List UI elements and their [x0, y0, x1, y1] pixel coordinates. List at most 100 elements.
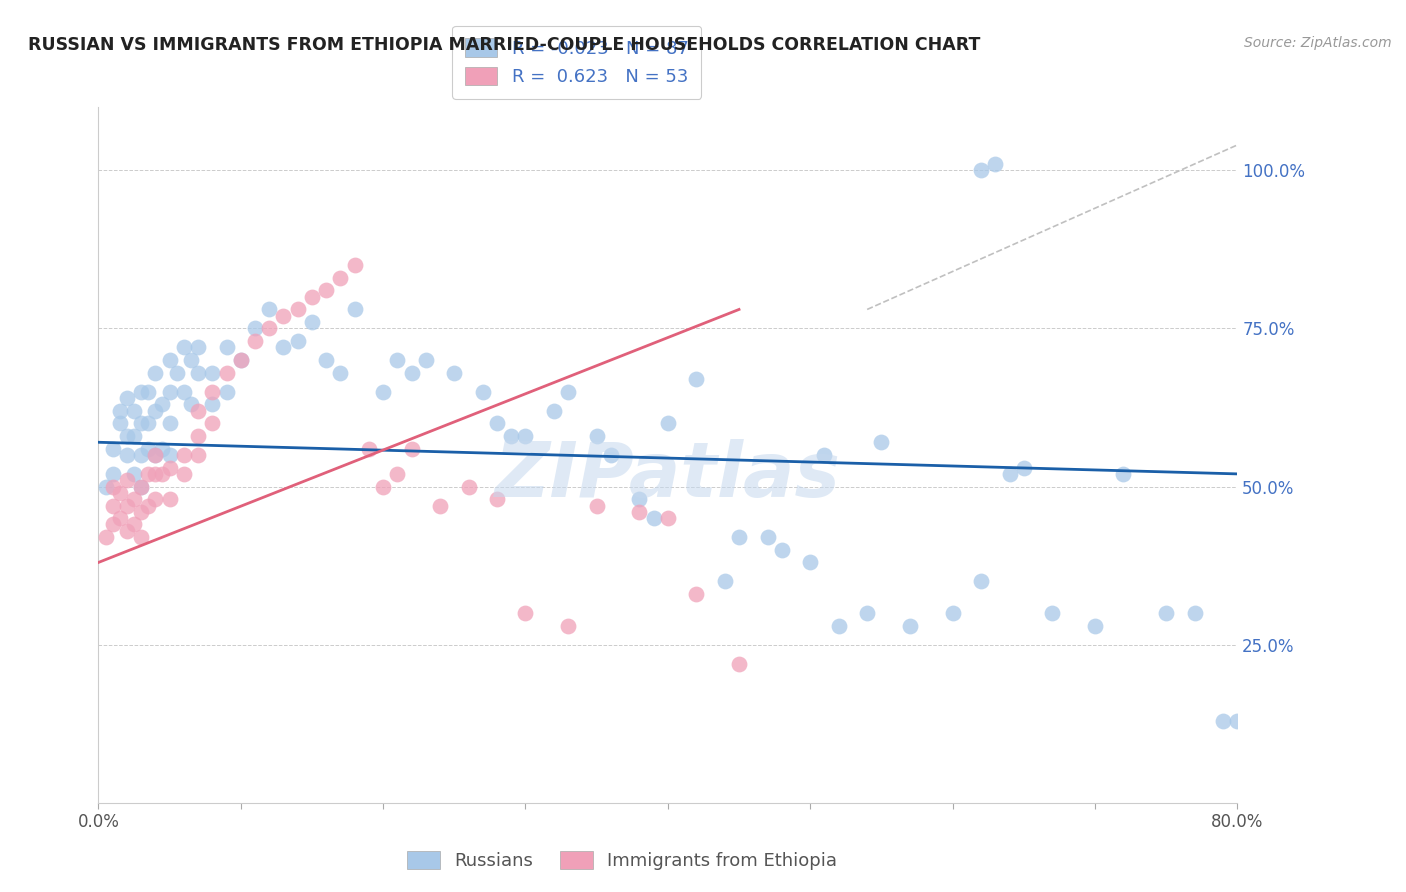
- Point: [970, 574, 993, 589]
- Point: [343, 258, 366, 272]
- Point: [180, 397, 202, 411]
- Point: [229, 353, 252, 368]
- Point: [108, 486, 131, 500]
- Point: [1212, 714, 1234, 728]
- Point: [984, 157, 1007, 171]
- Point: [94, 479, 117, 493]
- Point: [94, 530, 117, 544]
- Point: [129, 530, 152, 544]
- Point: [145, 448, 167, 462]
- Point: [557, 384, 579, 399]
- Point: [273, 309, 295, 323]
- Point: [152, 442, 174, 456]
- Point: [159, 384, 181, 399]
- Point: [229, 353, 252, 368]
- Point: [115, 524, 138, 538]
- Point: [122, 492, 145, 507]
- Point: [315, 284, 337, 298]
- Point: [329, 270, 352, 285]
- Point: [585, 499, 607, 513]
- Point: [187, 340, 209, 354]
- Point: [1184, 606, 1206, 620]
- Point: [799, 556, 821, 570]
- Point: [136, 417, 159, 431]
- Point: [301, 290, 323, 304]
- Point: [898, 618, 921, 632]
- Point: [471, 384, 494, 399]
- Point: [136, 384, 159, 399]
- Point: [870, 435, 893, 450]
- Point: [108, 403, 131, 417]
- Point: [600, 448, 623, 462]
- Point: [1040, 606, 1063, 620]
- Point: [215, 384, 238, 399]
- Point: [813, 448, 835, 462]
- Point: [301, 315, 323, 329]
- Point: [215, 366, 238, 380]
- Point: [115, 391, 138, 405]
- Point: [101, 499, 124, 513]
- Point: [201, 384, 224, 399]
- Point: [101, 517, 124, 532]
- Point: [329, 366, 352, 380]
- Point: [101, 442, 124, 456]
- Point: [387, 467, 409, 481]
- Point: [115, 499, 138, 513]
- Point: [401, 442, 423, 456]
- Legend: Russians, Immigrants from Ethiopia: Russians, Immigrants from Ethiopia: [401, 844, 845, 877]
- Point: [115, 429, 138, 443]
- Point: [243, 334, 266, 348]
- Point: [173, 467, 195, 481]
- Point: [129, 479, 152, 493]
- Point: [145, 448, 167, 462]
- Point: [273, 340, 295, 354]
- Point: [101, 467, 124, 481]
- Point: [136, 467, 159, 481]
- Point: [159, 492, 181, 507]
- Point: [129, 479, 152, 493]
- Point: [108, 417, 131, 431]
- Point: [173, 384, 195, 399]
- Point: [457, 479, 479, 493]
- Point: [152, 397, 174, 411]
- Point: [373, 479, 395, 493]
- Point: [856, 606, 879, 620]
- Point: [115, 473, 138, 487]
- Point: [287, 302, 309, 317]
- Point: [714, 574, 737, 589]
- Point: [942, 606, 965, 620]
- Point: [159, 353, 181, 368]
- Point: [515, 429, 537, 443]
- Point: [628, 492, 651, 507]
- Point: [145, 403, 167, 417]
- Point: [145, 467, 167, 481]
- Point: [201, 417, 224, 431]
- Text: ZIPatlas: ZIPatlas: [495, 439, 841, 513]
- Point: [145, 492, 167, 507]
- Point: [415, 353, 437, 368]
- Point: [180, 353, 202, 368]
- Point: [136, 499, 159, 513]
- Point: [129, 448, 152, 462]
- Point: [259, 321, 281, 335]
- Point: [685, 372, 707, 386]
- Point: [173, 340, 195, 354]
- Point: [145, 366, 167, 380]
- Point: [387, 353, 409, 368]
- Point: [122, 517, 145, 532]
- Point: [136, 442, 159, 456]
- Point: [628, 505, 651, 519]
- Point: [108, 511, 131, 525]
- Point: [728, 530, 751, 544]
- Point: [770, 542, 793, 557]
- Point: [486, 492, 509, 507]
- Point: [585, 429, 607, 443]
- Point: [129, 417, 152, 431]
- Point: [101, 479, 124, 493]
- Point: [429, 499, 451, 513]
- Point: [259, 302, 281, 317]
- Point: [315, 353, 337, 368]
- Point: [373, 384, 395, 399]
- Point: [657, 511, 679, 525]
- Point: [201, 397, 224, 411]
